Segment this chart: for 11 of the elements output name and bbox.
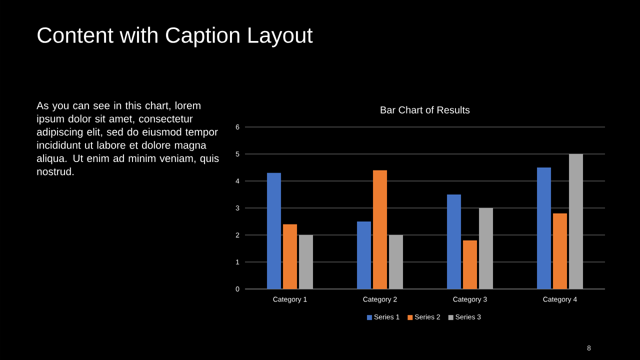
bar (553, 213, 567, 289)
bar (267, 172, 282, 289)
text: Content with Caption Layout (38, 26, 313, 48)
bar (373, 170, 388, 289)
bar (283, 224, 298, 289)
bar (537, 168, 551, 289)
text: As you can see in this chart, lorem ipsum dolor sit amet, consectetur adipiscing elit, sed do eiusmod tempor incididunt ut labore et dolore magna aliqua. Ut enim ad minim veniam, quis nostrud. (36, 102, 219, 176)
bar (447, 194, 461, 289)
chart-title: Bar Chart of Results (380, 106, 470, 114)
bar (357, 222, 371, 289)
bar (463, 240, 477, 289)
